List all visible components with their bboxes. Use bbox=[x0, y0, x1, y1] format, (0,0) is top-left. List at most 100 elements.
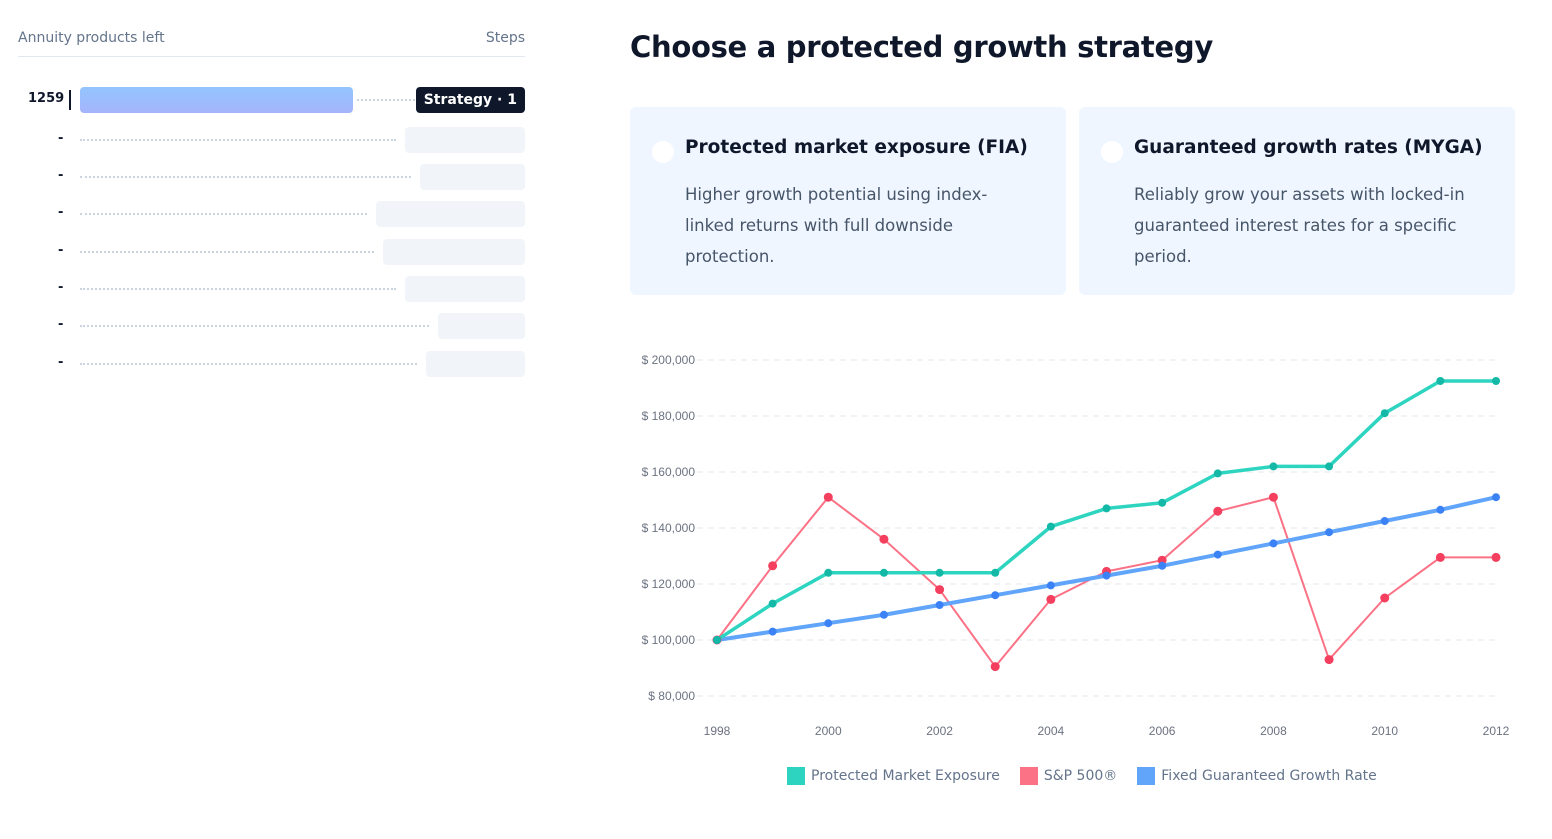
dotted-connector bbox=[80, 176, 411, 178]
data-point-sp500 bbox=[1380, 593, 1390, 603]
data-point-fixed bbox=[1269, 539, 1278, 548]
data-point-fia bbox=[935, 568, 944, 577]
step-placeholder bbox=[405, 127, 525, 153]
legend-swatch-sp500 bbox=[1019, 767, 1038, 785]
data-point-fixed bbox=[1380, 517, 1389, 525]
data-point-fixed bbox=[1102, 571, 1111, 580]
step-placeholder bbox=[405, 276, 525, 302]
data-point-fia bbox=[768, 599, 777, 608]
y-tick-label: $ 180,000 bbox=[642, 409, 696, 423]
products-remaining-bar bbox=[80, 87, 353, 113]
data-point-sp500 bbox=[1213, 506, 1223, 516]
x-tick-label: 2000 bbox=[815, 724, 842, 738]
data-point-fixed bbox=[1492, 493, 1500, 502]
funnel-row: - bbox=[18, 201, 525, 227]
radio-button-fia[interactable] bbox=[652, 141, 674, 163]
y-tick-label: $ 80,000 bbox=[648, 689, 695, 703]
x-tick-label: 2008 bbox=[1260, 724, 1287, 738]
count-divider bbox=[69, 90, 71, 110]
data-point-fixed bbox=[824, 619, 833, 628]
product-count: - bbox=[58, 317, 64, 332]
step-placeholder bbox=[438, 313, 525, 339]
option-card-fia[interactable]: Protected market exposure (FIA) Higher g… bbox=[630, 107, 1066, 295]
legend-swatch-fixed bbox=[1137, 767, 1156, 785]
data-point-sp500 bbox=[1268, 492, 1278, 502]
data-point-fia bbox=[1325, 462, 1334, 471]
legend-item[interactable]: S&P 500® bbox=[1019, 767, 1118, 785]
x-tick-label: 2004 bbox=[1038, 724, 1065, 738]
funnel-row: 1259 Strategy · 1 bbox=[18, 87, 525, 113]
radio-button-myga[interactable] bbox=[1101, 141, 1123, 163]
data-point-fixed bbox=[1158, 561, 1167, 570]
data-point-sp500 bbox=[990, 662, 1000, 672]
x-tick-label: 2010 bbox=[1371, 724, 1398, 738]
data-point-fia bbox=[1492, 377, 1500, 385]
product-count: - bbox=[58, 243, 64, 258]
product-count: - bbox=[58, 205, 64, 220]
x-tick-label: 2006 bbox=[1149, 724, 1176, 738]
dotted-connector bbox=[80, 213, 367, 215]
funnel-row: - bbox=[18, 276, 525, 302]
legend-label: S&P 500® bbox=[1043, 768, 1118, 784]
dotted-connector bbox=[80, 288, 396, 290]
option-description: Higher growth potential using index-link… bbox=[685, 185, 988, 266]
product-count: - bbox=[58, 131, 64, 146]
x-tick-label: 2002 bbox=[926, 724, 953, 738]
data-point-fia bbox=[824, 568, 833, 577]
option-description: Reliably grow your assets with locked-in… bbox=[1134, 185, 1465, 266]
funnel-row: - bbox=[18, 164, 525, 190]
data-point-fixed bbox=[991, 591, 1000, 600]
dotted-connector bbox=[80, 325, 429, 327]
data-point-fia bbox=[1436, 377, 1445, 385]
data-point-fia bbox=[1046, 522, 1055, 531]
data-point-fixed bbox=[1046, 581, 1055, 590]
data-point-fia bbox=[879, 568, 888, 577]
data-point-sp500 bbox=[768, 561, 778, 571]
dotted-connector bbox=[80, 363, 417, 365]
funnel-row: - bbox=[18, 239, 525, 265]
legend-item[interactable]: Fixed Guaranteed Growth Rate bbox=[1137, 767, 1377, 785]
y-tick-label: $ 200,000 bbox=[642, 353, 696, 367]
data-point-sp500 bbox=[1491, 552, 1501, 562]
growth-line-chart: $ 80,000 $ 100,000 $ 120,000 $ 140,000 $ 160… bbox=[642, 353, 1510, 738]
data-point-sp500 bbox=[1435, 552, 1445, 562]
option-title: Guaranteed growth rates (MYGA) bbox=[1134, 137, 1483, 158]
dotted-connector bbox=[80, 251, 374, 253]
product-count: - bbox=[58, 280, 64, 295]
funnel-row: - bbox=[18, 313, 525, 339]
data-point-sp500 bbox=[1046, 594, 1056, 604]
data-point-fixed bbox=[1436, 505, 1445, 514]
dotted-connector bbox=[80, 139, 396, 141]
page-title: Choose a protected growth strategy bbox=[630, 30, 1213, 64]
data-point-sp500 bbox=[1157, 555, 1167, 565]
data-point-sp500 bbox=[1324, 655, 1334, 665]
step-placeholder bbox=[376, 201, 525, 227]
product-count: - bbox=[58, 355, 64, 370]
data-point-sp500 bbox=[879, 534, 889, 544]
step-placeholder bbox=[383, 239, 525, 265]
data-point-fia bbox=[1102, 504, 1111, 513]
data-point-fia bbox=[1269, 462, 1278, 471]
legend-label: Protected Market Exposure bbox=[811, 768, 1000, 784]
data-point-fixed bbox=[1325, 528, 1334, 537]
data-point-sp500 bbox=[935, 585, 945, 595]
product-count: - bbox=[58, 168, 64, 183]
y-tick-label: $ 140,000 bbox=[642, 521, 696, 535]
data-point-fia bbox=[1213, 469, 1222, 478]
step-placeholder bbox=[426, 351, 525, 377]
data-point-fixed bbox=[1213, 550, 1222, 559]
legend-item[interactable]: Protected Market Exposure bbox=[787, 767, 1000, 785]
x-tick-label: 1998 bbox=[704, 724, 731, 738]
data-point-fia bbox=[991, 568, 1000, 577]
funnel-panel: Annuity products left Steps bbox=[18, 30, 525, 57]
funnel-rows: 1259 Strategy · 1 - - - - - - - bbox=[18, 87, 525, 387]
data-point-fia bbox=[1158, 498, 1167, 507]
step-badge-active[interactable]: Strategy · 1 bbox=[415, 87, 525, 113]
chart-legend: Protected Market Exposure S&P 500® Fixed… bbox=[787, 767, 1377, 785]
step-placeholder bbox=[420, 164, 525, 190]
y-tick-label: $ 160,000 bbox=[642, 465, 696, 479]
option-card-myga[interactable]: Guaranteed growth rates (MYGA) Reliably … bbox=[1079, 107, 1515, 295]
data-point-fia bbox=[1380, 409, 1389, 418]
x-tick-label: 2012 bbox=[1483, 724, 1510, 738]
data-point-fixed bbox=[935, 601, 944, 609]
